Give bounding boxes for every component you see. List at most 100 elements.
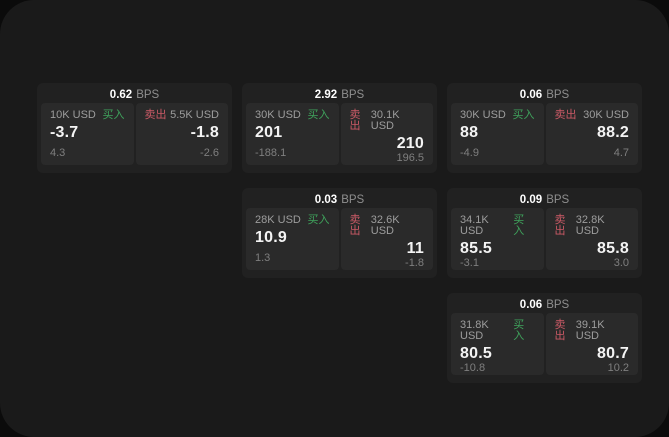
- sell-amount: 32.8K USD: [575, 214, 605, 237]
- buy-panel[interactable]: 28K USD 买入 10.9 1.3: [246, 208, 339, 270]
- buy-panel-top: 10K USD 买入: [50, 110, 125, 121]
- buy-side-label: 买入: [513, 214, 525, 237]
- buy-panel-top: 30K USD 买入: [255, 110, 330, 121]
- buy-side-label: 买入: [307, 214, 330, 226]
- buy-amount: 28K USD: [255, 214, 301, 226]
- bps-value: 0.62: [109, 89, 133, 101]
- sell-price: 210: [396, 135, 424, 152]
- bps-unit-label: BPS: [341, 89, 365, 101]
- bps-unit-label: BPS: [136, 89, 160, 101]
- buy-delta: 1.3: [255, 252, 271, 264]
- buy-price: 201: [255, 124, 283, 141]
- card-header: 2.92 BPS: [242, 83, 437, 103]
- quote-panels: 30K USD 买入 201 -188.1 卖出 30.1K USD 210 1…: [242, 103, 437, 165]
- sell-delta: -1.8: [405, 257, 424, 270]
- sell-amount: 39.1K USD: [575, 319, 605, 342]
- sell-side-label: 卖出: [349, 214, 361, 237]
- sell-side-label: 卖出: [554, 109, 577, 121]
- sell-price: 85.8: [597, 240, 629, 257]
- buy-delta: -4.9: [460, 147, 479, 159]
- buy-price: -3.7: [50, 124, 79, 141]
- buy-amount: 31.8K USD: [460, 319, 489, 342]
- sell-panel-top: 卖出 32.6K USD: [350, 215, 425, 237]
- buy-panel[interactable]: 34.1K USD 买入 85.5 -3.1: [451, 208, 544, 270]
- sell-panel-top: 卖出 5.5K USD: [145, 110, 220, 121]
- buy-panel-top: 28K USD 买入: [255, 215, 330, 226]
- sell-price: 80.7: [597, 345, 629, 362]
- buy-side-label: 买入: [102, 109, 125, 121]
- bps-unit-label: BPS: [546, 89, 570, 101]
- sell-delta: -2.6: [200, 147, 219, 159]
- buy-delta: -10.8: [460, 362, 486, 375]
- sell-panel[interactable]: 卖出 32.6K USD 11 -1.8: [340, 208, 433, 270]
- buy-panel[interactable]: 31.8K USD 买入 80.5 -10.8: [451, 313, 544, 375]
- buy-panel-top: 30K USD 买入: [460, 110, 535, 121]
- card-header: 0.06 BPS: [447, 293, 642, 313]
- quote-panels: 28K USD 买入 10.9 1.3 卖出 32.6K USD 11 -1.8: [242, 208, 437, 270]
- sell-panel-top: 卖出 30K USD: [555, 110, 630, 121]
- quote-panels: 31.8K USD 买入 80.5 -10.8 卖出 39.1K USD 80.…: [447, 313, 642, 375]
- buy-panel[interactable]: 30K USD 买入 201 -188.1: [246, 103, 339, 165]
- sell-amount: 32.6K USD: [370, 214, 400, 237]
- sell-panel[interactable]: 卖出 5.5K USD -1.8 -2.6: [135, 103, 228, 165]
- sell-delta: 4.7: [613, 147, 629, 159]
- bps-value: 0.06: [519, 89, 543, 101]
- sell-delta: 10.2: [607, 362, 629, 375]
- bps-unit-label: BPS: [546, 299, 570, 311]
- quote-card: 0.06 BPS 30K USD 买入 88 -4.9 卖出 30K USD 8…: [447, 83, 642, 173]
- quote-panels: 34.1K USD 买入 85.5 -3.1 卖出 32.8K USD 85.8…: [447, 208, 642, 270]
- bps-value: 0.06: [519, 299, 543, 311]
- sell-panel[interactable]: 卖出 30K USD 88.2 4.7: [545, 103, 638, 165]
- buy-panel[interactable]: 30K USD 买入 88 -4.9: [451, 103, 544, 165]
- sell-delta: 196.5: [396, 152, 424, 165]
- sell-price: 11: [406, 240, 424, 257]
- buy-amount: 10K USD: [50, 109, 96, 121]
- quote-card: 0.03 BPS 28K USD 买入 10.9 1.3 卖出 32.6K US…: [242, 188, 437, 278]
- sell-panel-top: 卖出 32.8K USD: [555, 215, 630, 237]
- buy-panel[interactable]: 10K USD 买入 -3.7 4.3: [41, 103, 134, 165]
- bps-value: 2.92: [314, 89, 338, 101]
- sell-price: 88.2: [597, 124, 629, 141]
- sell-panel[interactable]: 卖出 30.1K USD 210 196.5: [340, 103, 433, 165]
- buy-price: 85.5: [460, 240, 492, 257]
- sell-price: -1.8: [190, 124, 219, 141]
- buy-amount: 30K USD: [255, 109, 301, 121]
- sell-side-label: 卖出: [554, 214, 566, 237]
- sell-panel[interactable]: 卖出 39.1K USD 80.7 10.2: [545, 313, 638, 375]
- sell-amount: 30K USD: [583, 109, 629, 121]
- buy-delta: 4.3: [50, 147, 66, 159]
- buy-price: 80.5: [460, 345, 492, 362]
- sell-panel-top: 卖出 30.1K USD: [350, 110, 425, 132]
- buy-panel-top: 31.8K USD 买入: [460, 320, 535, 342]
- bps-value: 0.09: [519, 194, 543, 206]
- buy-delta: -3.1: [460, 257, 479, 270]
- buy-price: 10.9: [255, 229, 287, 246]
- sell-side-label: 卖出: [144, 109, 167, 121]
- card-header: 0.09 BPS: [447, 188, 642, 208]
- sell-panel-top: 卖出 39.1K USD: [555, 320, 630, 342]
- quote-card: 0.62 BPS 10K USD 买入 -3.7 4.3 卖出 5.5K USD…: [37, 83, 232, 173]
- buy-amount: 34.1K USD: [460, 214, 489, 237]
- sell-amount: 30.1K USD: [370, 109, 400, 132]
- quote-card: 2.92 BPS 30K USD 买入 201 -188.1 卖出 30.1K …: [242, 83, 437, 173]
- buy-amount: 30K USD: [460, 109, 506, 121]
- bps-value: 0.03: [314, 194, 338, 206]
- quote-card: 0.09 BPS 34.1K USD 买入 85.5 -3.1 卖出 32.8K…: [447, 188, 642, 278]
- buy-side-label: 买入: [512, 109, 535, 121]
- sell-amount: 5.5K USD: [170, 109, 219, 121]
- quote-panels: 10K USD 买入 -3.7 4.3 卖出 5.5K USD -1.8 -2.…: [37, 103, 232, 165]
- buy-side-label: 买入: [513, 319, 525, 342]
- card-header: 0.06 BPS: [447, 83, 642, 103]
- card-header: 0.03 BPS: [242, 188, 437, 208]
- buy-price: 88: [460, 124, 479, 141]
- quote-card: 0.06 BPS 31.8K USD 买入 80.5 -10.8 卖出 39.1…: [447, 293, 642, 383]
- bps-unit-label: BPS: [341, 194, 365, 206]
- card-header: 0.62 BPS: [37, 83, 232, 103]
- sell-delta: 3.0: [613, 257, 629, 270]
- buy-delta: -188.1: [255, 147, 287, 159]
- buy-panel-top: 34.1K USD 买入: [460, 215, 535, 237]
- sell-side-label: 卖出: [349, 109, 361, 132]
- sell-panel[interactable]: 卖出 32.8K USD 85.8 3.0: [545, 208, 638, 270]
